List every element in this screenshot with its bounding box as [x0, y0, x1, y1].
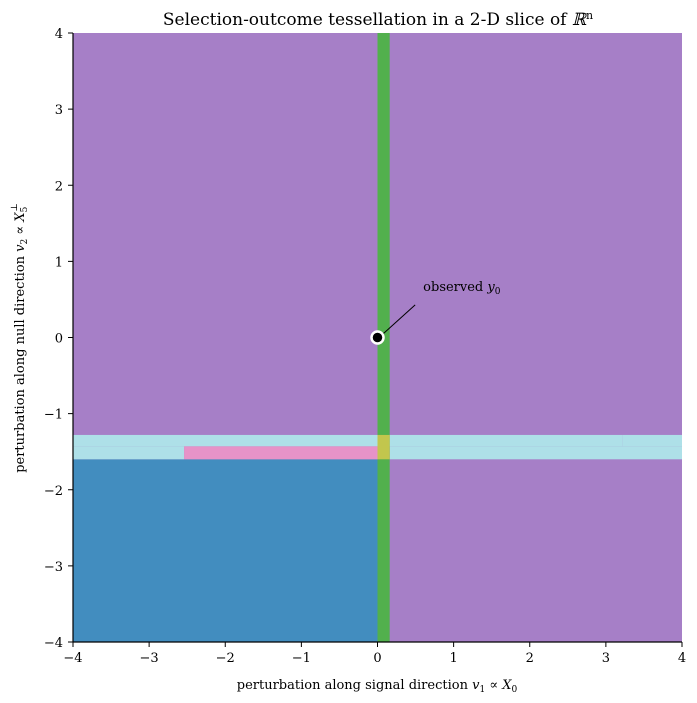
region-cell-6	[622, 434, 682, 447]
y-axis-label: perturbation along null direction v2 ∝ X…	[10, 203, 30, 473]
y-tick-label: −1	[44, 408, 63, 423]
observed-point-marker	[370, 330, 385, 345]
y-tick-label: 3	[55, 103, 63, 118]
x-tick-label: 0	[373, 651, 381, 666]
y-tick-label: 0	[55, 332, 63, 347]
x-tick-label: 1	[449, 651, 457, 666]
y-tick-label: 2	[55, 179, 63, 194]
y-tick-layer: −4 −3 −2 −1 0 1 2 3 4	[44, 27, 73, 651]
x-tick-label: 4	[678, 651, 686, 666]
x-tick-label: −1	[292, 651, 311, 666]
region-cell-2	[73, 434, 623, 447]
region-layer	[73, 33, 682, 642]
x-tick-label: −4	[63, 651, 82, 666]
y-tick-label: −2	[44, 484, 63, 499]
region-cell-8	[377, 434, 390, 460]
chart-title: Selection-outcome tessellation in a 2-D …	[163, 9, 593, 30]
x-axis-label: perturbation along signal direction v1 ∝…	[237, 678, 518, 695]
x-tick-label: 2	[526, 651, 534, 666]
y-tick-label: −3	[44, 560, 63, 575]
annotation-label: observed y0	[423, 280, 501, 297]
x-tick-label: −2	[216, 651, 235, 666]
y-tick-label: −4	[44, 636, 63, 651]
y-tick-label: 1	[55, 255, 63, 270]
region-cell-4	[184, 446, 378, 460]
x-tick-label: −3	[140, 651, 159, 666]
y-tick-label: 4	[55, 27, 63, 42]
region-cell-1	[73, 459, 378, 642]
region-cell-3	[73, 446, 185, 460]
x-tick-label: 3	[602, 651, 610, 666]
region-cell-5	[389, 446, 682, 460]
annotation-arrow	[383, 304, 416, 334]
x-tick-layer: −4 −3 −2 −1 0 1 2 3 4	[63, 642, 686, 666]
